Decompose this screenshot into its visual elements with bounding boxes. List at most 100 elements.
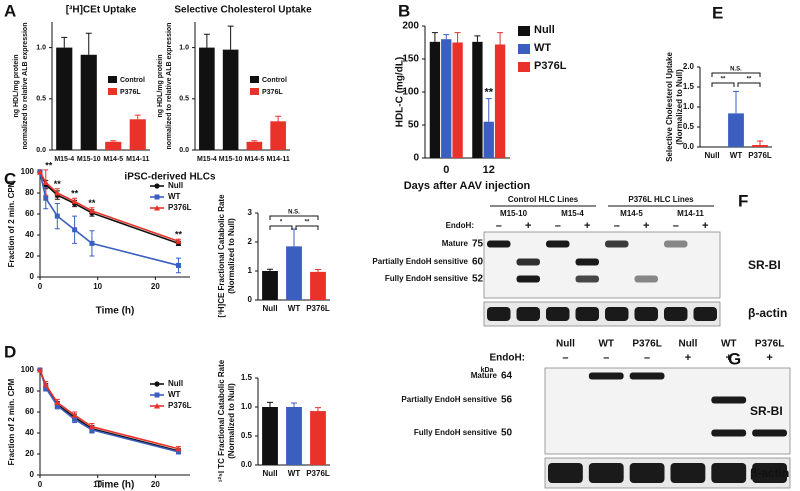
y-tick-label: 1.5 [683,82,695,91]
panel-letter: D [4,342,16,361]
error-bar [251,140,258,142]
bar [472,41,483,159]
x-tick-label: 10 [93,282,102,291]
endoh-sign: – [555,220,561,232]
significance-label: ** [54,179,62,189]
kda-marker: 60 [472,257,484,268]
band-label: Mature [471,371,498,380]
legend-label: P376L [120,89,141,96]
bar [80,54,97,150]
error-bar [315,407,321,412]
error-bar [110,140,117,142]
error-bar [227,25,234,50]
band-label: Mature [442,239,469,248]
y-axis-label: HDL-C (mg/dL) [395,57,406,128]
error-bar [497,32,504,45]
y-axis-label: (Normalized to Null) [675,69,684,145]
x-tick-label: 0 [38,282,43,291]
significance-label: ** [721,77,726,83]
kda-label: kDa [481,367,494,374]
comparison-bracket [711,82,735,87]
significance-label: N.S. [288,210,300,216]
x-tick-label: 20 [151,282,160,291]
data-point [175,238,182,244]
data-point [175,445,182,452]
data-point [89,427,95,433]
kda-marker: 64 [501,371,513,382]
legend-label: Null [168,181,183,190]
legend-label: Control [120,77,145,84]
kda-marker: 50 [501,428,513,439]
legend-label: WT [168,390,181,399]
blot-membrane [544,457,791,489]
blot-band [516,258,540,266]
y-tick-label: 50 [408,120,420,131]
y-axis-label: normalized to relative ALB expression [22,23,29,150]
protein-label: β-actin [750,466,789,480]
legend-swatch [250,88,259,95]
y-axis-label: normalized to relative ALB expression [166,23,173,150]
lane-label: Null [678,339,697,350]
x-tick-label: WT [288,469,301,478]
comparison-bracket [295,225,319,230]
blot-band [605,307,629,321]
y-axis-label: [³H]CE Fractional Catabolic Rate [217,194,226,318]
blot-band [664,307,688,321]
y-tick-label: 1 [248,266,253,275]
bar [452,42,463,158]
legend-marker [154,403,160,409]
legend-swatch [108,76,117,83]
protein-label: SR-BI [748,258,781,272]
legend-marker [154,183,160,189]
data-point [54,190,61,196]
endoh-sign: + [685,352,691,364]
panel-letter: C [4,169,16,188]
blot-band [575,275,599,283]
panel-letter: A [4,1,16,20]
error-bar [267,268,273,271]
kda-marker: 75 [472,239,484,250]
bar [286,246,302,300]
bar [199,47,215,150]
significance-label: ** [305,220,310,226]
data-point [72,416,78,422]
x-tick-label: WT [730,151,743,160]
series-line [39,171,179,243]
error-bar [485,98,492,122]
lane-label: M15-4 [561,209,584,218]
blot-band [693,307,717,321]
legend-label: P376L [168,401,192,410]
blot-band [516,275,540,283]
legend-swatch [518,26,530,36]
kda-marker: 56 [501,395,513,406]
y-tick-label: 200 [402,21,419,32]
data-point [72,227,78,233]
significance-label: ** [175,230,183,240]
y-tick-label: 100 [21,365,35,374]
y-tick-label: 0.5 [241,431,253,440]
y-tick-label: 0.5 [683,122,695,131]
band-label: Fully EndoH sensitive [385,274,469,283]
data-point [71,412,78,418]
bar [483,121,494,158]
y-tick-label: 60 [25,209,34,218]
x-tick-label: P376L [306,304,330,313]
x-tick-label: 0 [443,164,449,176]
legend-label: P376L [262,89,283,96]
x-tick-label: 10 [93,480,102,489]
blot-band [634,307,658,321]
y-tick-label: 80 [25,188,34,197]
significance-label: ** [88,198,96,208]
x-tick-label: WT [288,304,301,313]
error-bar [267,401,273,407]
lane-label: M15-10 [500,209,528,218]
legend-marker [154,205,160,211]
bar [129,119,146,150]
bar [441,39,452,159]
x-axis-label: Time (h) [96,480,135,491]
x-tick-label: M15-4 [54,156,74,163]
y-axis-label: (Normalized to Null) [227,218,236,294]
x-tick-label: M15-10 [219,156,243,163]
lane-label: P376L [632,339,661,350]
significance-label: ** [747,77,752,83]
